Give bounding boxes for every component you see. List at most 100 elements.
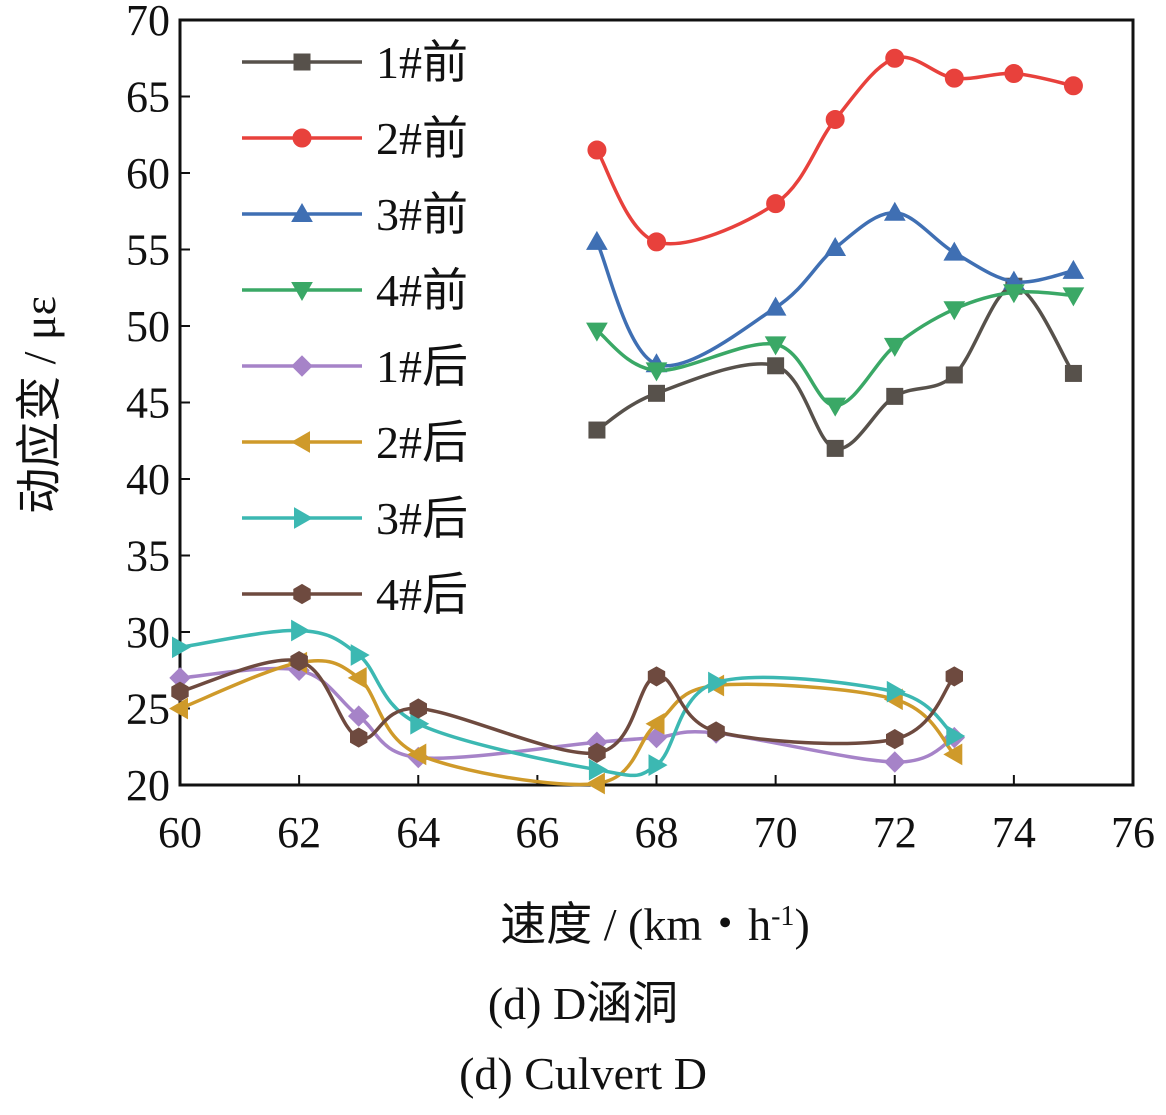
x-tick-label: 60 <box>158 808 202 857</box>
data-point <box>884 751 906 773</box>
data-point <box>588 742 606 763</box>
data-point <box>766 194 786 214</box>
x-tick-label: 76 <box>1111 808 1155 857</box>
x-tick-label: 66 <box>515 808 559 857</box>
series-line <box>595 284 1075 451</box>
y-tick-label: 35 <box>126 532 170 581</box>
legend-label: 3#后 <box>376 493 468 544</box>
data-point <box>588 758 608 781</box>
legend-label: 4#前 <box>376 265 468 316</box>
data-point <box>347 667 367 689</box>
data-point <box>587 140 607 160</box>
data-point <box>885 48 905 68</box>
legend-item: 4#前 <box>242 265 468 316</box>
data-point <box>1063 76 1083 96</box>
x-tick-label: 64 <box>396 808 440 857</box>
legend-item: 1#前 <box>242 37 468 88</box>
data-point <box>1062 287 1085 307</box>
data-point <box>409 698 427 719</box>
data-point <box>172 636 192 659</box>
y-tick-label: 30 <box>126 608 170 657</box>
y-tick-label: 55 <box>126 226 170 275</box>
data-point <box>291 619 311 642</box>
legend-item: 3#后 <box>242 493 468 544</box>
data-point <box>588 421 606 439</box>
x-tick-label: 74 <box>992 808 1036 857</box>
x-tick-label: 70 <box>754 808 798 857</box>
legend-marker <box>291 202 313 222</box>
data-point <box>883 337 906 357</box>
legend-marker <box>290 431 310 453</box>
legend-label: 1#前 <box>376 37 468 88</box>
data-point <box>647 232 666 252</box>
data-point <box>290 651 308 672</box>
data-point <box>824 236 847 256</box>
data-point <box>943 301 966 321</box>
legend-marker <box>291 355 313 377</box>
data-point <box>586 322 608 342</box>
legend-item: 3#前 <box>242 189 468 240</box>
data-point <box>883 201 906 221</box>
y-tick-label: 40 <box>126 455 170 504</box>
y-tick-label: 20 <box>126 761 170 810</box>
legend-item: 2#前 <box>242 113 468 164</box>
data-point <box>350 644 370 666</box>
legend-marker <box>292 128 312 148</box>
legend-label: 4#后 <box>376 569 468 620</box>
series-layer <box>168 48 1085 795</box>
x-axis-title: 速度 / (km・h-1) <box>500 899 810 950</box>
data-point <box>767 357 785 375</box>
x-tick-label: 62 <box>277 808 321 857</box>
data-point <box>707 721 725 742</box>
figure-caption-english: (d) Culvert D <box>459 1048 707 1099</box>
legend-item: 4#后 <box>242 569 468 620</box>
series-6 <box>168 651 963 795</box>
series-line <box>595 55 1074 246</box>
legend-marker <box>293 53 311 71</box>
data-point <box>886 387 904 405</box>
series-2 <box>587 48 1083 252</box>
y-tick-label: 60 <box>126 149 170 198</box>
legend-item: 2#后 <box>242 417 468 468</box>
data-point <box>350 727 368 748</box>
data-point <box>645 712 665 735</box>
y-tick-label: 70 <box>126 0 170 45</box>
chart: 60 62 64 66 68 70 72 74 76 20 25 30 35 40 45 50 55 60 65 7… <box>14 0 1155 950</box>
data-point <box>945 666 963 687</box>
series-4 <box>586 284 1085 417</box>
x-axis-ticks: 60 62 64 66 68 70 72 74 76 <box>158 775 1155 857</box>
data-point <box>824 397 847 417</box>
legend-label: 2#后 <box>376 417 468 468</box>
y-axis-title: 动应变 / με <box>14 296 65 514</box>
data-point <box>407 743 427 766</box>
data-point <box>944 68 964 88</box>
legend: 1#前 2#前 3#前 4#前 1#后 2#后 3#后 4#后 <box>242 37 468 620</box>
series-7 <box>172 619 966 781</box>
data-point <box>825 109 845 129</box>
data-point <box>886 680 906 703</box>
data-point <box>946 725 966 747</box>
data-point <box>171 681 189 702</box>
legend-marker <box>293 583 311 605</box>
y-tick-label: 50 <box>126 302 170 351</box>
legend-label: 2#前 <box>376 113 468 164</box>
data-point <box>585 772 605 795</box>
data-point <box>943 743 963 766</box>
data-point <box>945 366 963 384</box>
data-point <box>764 296 787 316</box>
data-point <box>1004 64 1024 84</box>
data-point <box>586 230 608 250</box>
legend-label: 3#前 <box>376 189 468 240</box>
data-point <box>943 241 966 261</box>
series-line <box>595 211 1074 368</box>
series-8 <box>171 651 963 763</box>
y-tick-label: 25 <box>126 685 170 734</box>
y-tick-label: 45 <box>126 379 170 428</box>
data-point <box>647 666 666 687</box>
data-point <box>708 671 728 694</box>
x-tick-label: 68 <box>635 808 679 857</box>
legend-marker <box>294 507 314 529</box>
data-point <box>168 697 188 720</box>
data-point <box>1062 259 1085 279</box>
data-point <box>886 729 904 750</box>
